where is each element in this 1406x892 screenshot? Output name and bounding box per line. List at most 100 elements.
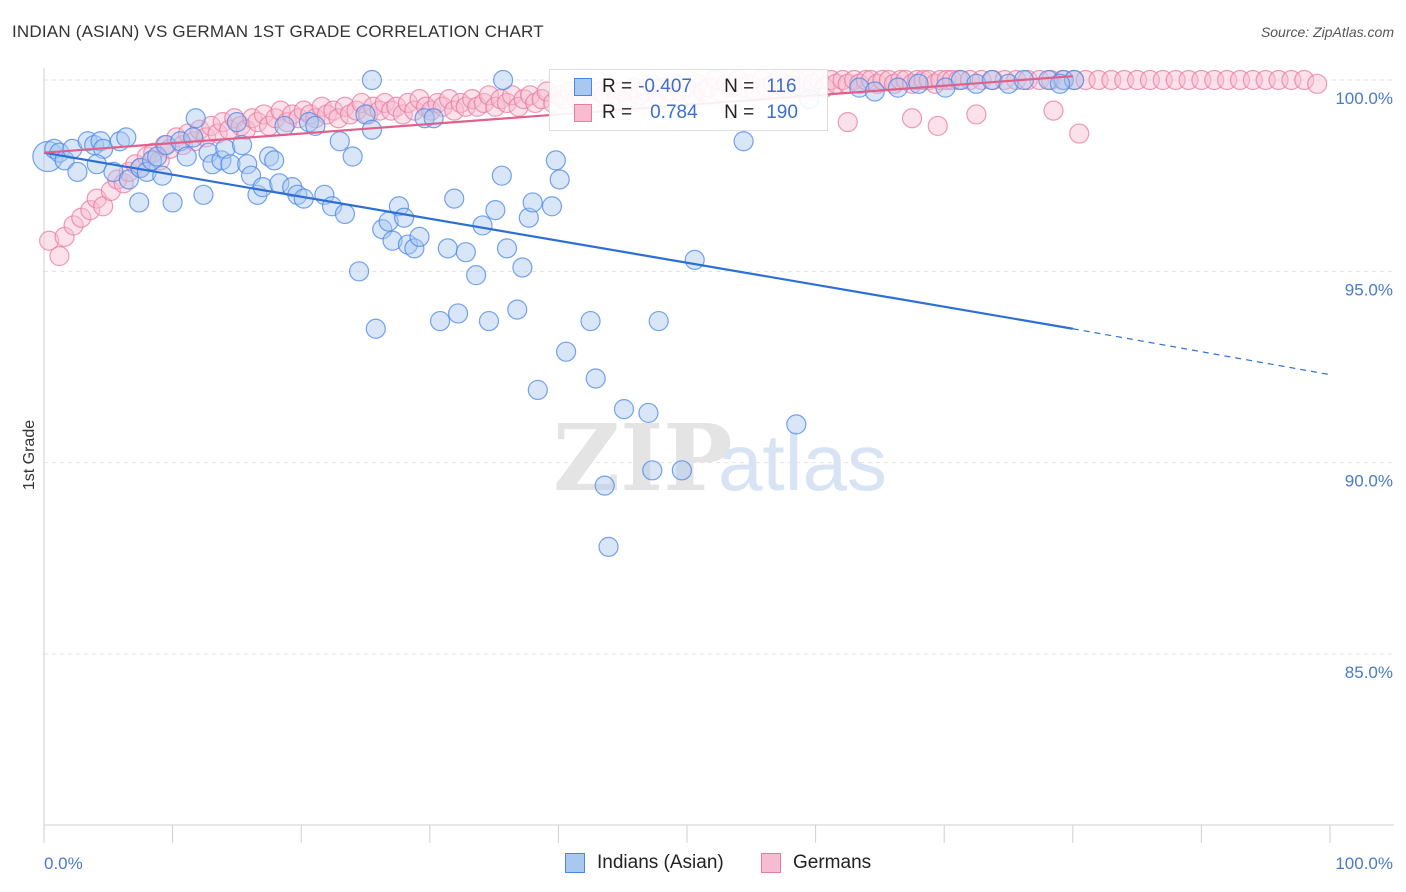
indian-point [185,108,206,129]
watermark: ZIP atlas [553,404,887,512]
watermark-atlas: atlas [718,418,887,507]
legend-label-indians: Indians (Asian) [597,852,724,873]
indian-point [355,104,376,125]
german-point [305,108,326,129]
indian-point [527,379,548,401]
indian-point [437,238,458,259]
indian-point [382,230,403,251]
legend-n-label: N = [724,102,755,123]
german-point [282,104,303,125]
legend-r-value: 0.784 [650,102,698,123]
indian-point [183,127,204,148]
indian-point [193,184,214,205]
german-point [438,89,460,110]
german-point [1294,69,1315,91]
german-point [404,100,425,121]
german-point [172,134,193,156]
german-point [80,200,101,221]
indian-point [585,368,606,389]
indian-point [733,131,754,152]
indian-point [447,303,469,324]
german-point [837,111,858,133]
indians-trend-extension [1072,328,1331,376]
german-point [328,108,349,129]
indian-point [231,134,253,156]
german-point [270,100,291,121]
indian-point [361,69,383,91]
indian-point [226,111,247,133]
indian-point [638,402,659,424]
legend-item-germans[interactable]: Germans [761,852,871,874]
indian-point [998,73,1019,94]
indian-point [397,234,419,255]
indian-point [388,196,410,217]
indian-point [305,115,326,137]
german-point [1069,123,1090,144]
german-point [392,104,413,125]
indian-point [237,154,258,175]
legend-swatch-blue [574,78,592,96]
watermark-zip: ZIP [553,404,732,512]
legend-n-value: 116 [766,76,797,97]
indian-point [455,242,476,263]
indian-point [264,150,285,171]
german-point [478,85,500,106]
y-tick-label: 100.0% [1335,89,1393,108]
indian-point [518,207,539,228]
german-point [1307,73,1328,94]
indian-point [491,165,512,186]
german-point [966,104,987,125]
indian-point [298,111,320,133]
legend-row-germans: R = 0.784 N = 190 [574,101,798,125]
x-tick-label: 0.0% [44,854,83,873]
indian-point [393,207,415,228]
indian-point [67,161,88,182]
german-point [351,92,372,114]
german-point [39,230,60,251]
legend-r-label: R = [602,102,633,123]
indian-point [642,460,663,481]
indian-point [1038,69,1059,91]
indian-point [556,341,577,362]
indian-point [472,215,493,236]
legend-row-indians: R = -0.407 N = 116 [574,75,797,99]
german-point [502,85,523,106]
indian-point [541,196,563,217]
legend-n-value: 190 [766,102,798,123]
indian-point [908,73,929,94]
indian-point [580,310,601,332]
indian-point [162,192,183,213]
indian-point [444,188,465,209]
indian-point [512,257,533,278]
legend-n-label: N = [724,76,755,97]
indian-point [507,299,528,320]
german-point [860,69,881,91]
german-point [927,115,948,137]
indian-point [365,318,386,339]
indian-point [522,192,543,213]
chart-title: INDIAN (ASIAN) VS GERMAN 1ST GRADE CORRE… [12,22,544,41]
indian-point [981,69,1002,91]
german-point [918,69,939,91]
stats-legend: R = -0.407 N = 116 R = 0.784 N = 190 [549,69,828,131]
legend-item-indians[interactable]: Indians (Asian) [565,852,724,874]
indian-point [485,200,506,221]
axes [43,68,1394,843]
indian-point [334,203,356,225]
indian-point [176,146,197,167]
indian-point [129,192,150,213]
indian-point [648,310,669,332]
indians-trend-line [43,151,1073,330]
y-tick-label: 90.0% [1345,472,1393,491]
indian-point [613,398,635,420]
indian-point [478,310,500,332]
legend-r-label: R = [602,76,633,97]
indian-point [496,238,518,259]
indian-point [545,150,566,171]
legend-swatch-blue [565,853,585,873]
indian-point [684,249,705,270]
indian-point [549,169,570,190]
indian-point [274,115,295,137]
german-point [63,215,84,236]
